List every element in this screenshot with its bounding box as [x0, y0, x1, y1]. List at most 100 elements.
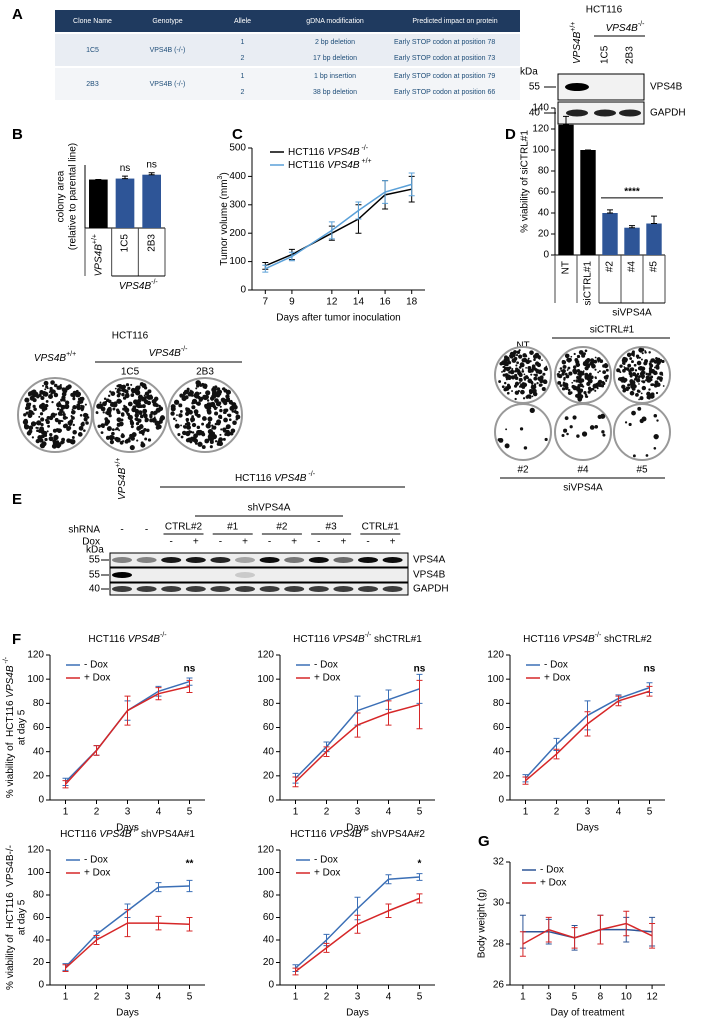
text-part: -/-: [595, 632, 602, 639]
colony: [173, 399, 180, 405]
band: [210, 586, 231, 592]
colony: [656, 377, 660, 380]
colony: [59, 408, 64, 413]
colony: [65, 400, 70, 405]
text-part: shVPS4A#1: [138, 829, 195, 840]
colony: [545, 365, 548, 368]
colony: [78, 425, 84, 431]
colony: [521, 358, 526, 363]
text-part: +/+: [115, 458, 122, 468]
error-bar: [155, 915, 162, 931]
colony: [217, 395, 220, 398]
colony-label: #2: [517, 465, 529, 476]
colony: [650, 359, 654, 363]
error-bar: [323, 746, 330, 757]
colony: [62, 415, 67, 420]
band: [382, 586, 403, 592]
colony: [516, 361, 519, 365]
colony: [594, 368, 597, 371]
colony: [32, 404, 36, 408]
error-bar: [292, 967, 299, 976]
row-label: Dox: [82, 537, 100, 548]
colony: [577, 396, 583, 402]
colony: [24, 397, 28, 401]
band: [308, 586, 329, 592]
colony: [505, 374, 510, 380]
colony: [655, 364, 660, 369]
table-cell: 1: [241, 73, 245, 80]
colony: [230, 399, 233, 403]
marker-label: 55: [89, 555, 101, 566]
band: [333, 586, 354, 592]
colony: [656, 382, 661, 387]
colony: [23, 413, 27, 417]
x-tick-label: 2: [324, 807, 330, 818]
text-part: VPS4B-/-: [5, 845, 16, 887]
colony: [86, 416, 90, 419]
y-tick-label: 80: [493, 698, 505, 709]
y-tick-label: 120: [257, 845, 274, 856]
text-part: VPS4B: [117, 467, 128, 500]
text-part: HCT116: [293, 634, 332, 645]
colony: [571, 381, 574, 384]
colony: [235, 410, 239, 415]
colony: [40, 395, 45, 401]
colony: [193, 438, 199, 444]
error-bar: [553, 748, 560, 760]
colony: [219, 408, 223, 413]
colony: [71, 436, 75, 439]
colony: [146, 391, 149, 395]
colony: [135, 411, 138, 415]
colony: [594, 356, 597, 359]
colony: [631, 386, 636, 391]
error-bar: [522, 776, 529, 785]
y-tick-label: 120: [532, 124, 549, 135]
colony: [44, 437, 48, 442]
table-cell: 2 bp deletion: [315, 39, 355, 46]
y-tick-label: 40: [493, 746, 505, 757]
colony: [498, 380, 502, 383]
band: [112, 586, 132, 592]
colony: [110, 404, 113, 407]
text-part: -/-: [160, 632, 167, 639]
colony: [222, 427, 227, 432]
colony: [643, 371, 646, 374]
colony: [28, 412, 33, 417]
colony: [561, 360, 567, 365]
colony: [523, 378, 527, 381]
colony: [503, 381, 507, 385]
colony: [123, 405, 128, 410]
colony: [116, 410, 121, 415]
colony: [501, 385, 505, 389]
legend-label: + Dox: [540, 878, 566, 889]
colony: [41, 429, 45, 432]
colony: [573, 379, 576, 382]
colony: [197, 395, 201, 400]
dox-label: +: [242, 537, 248, 548]
colony: [192, 405, 196, 409]
legend-label: HCT116 VPS4B -/-: [288, 145, 369, 157]
y-tick-label: 100: [257, 674, 274, 685]
colony: [629, 382, 633, 386]
colony: [170, 406, 176, 412]
annotation: ns: [146, 159, 157, 170]
colony: [44, 388, 47, 391]
colony: [636, 357, 639, 359]
colony: [105, 435, 111, 440]
colony: [523, 373, 526, 376]
colony: [219, 416, 223, 420]
error-bar: [93, 745, 100, 756]
colony: [216, 442, 221, 446]
x-tick-label: 2: [324, 992, 330, 1003]
colony: [516, 350, 521, 354]
error-bar: [288, 251, 295, 262]
colony: [40, 417, 45, 422]
band: [235, 557, 255, 563]
annotation: ns: [120, 163, 131, 174]
colony: [656, 419, 659, 422]
colony: [96, 403, 102, 409]
colony: [178, 413, 183, 418]
colony: [576, 368, 581, 373]
colony: [153, 396, 159, 402]
colony: [28, 425, 34, 431]
